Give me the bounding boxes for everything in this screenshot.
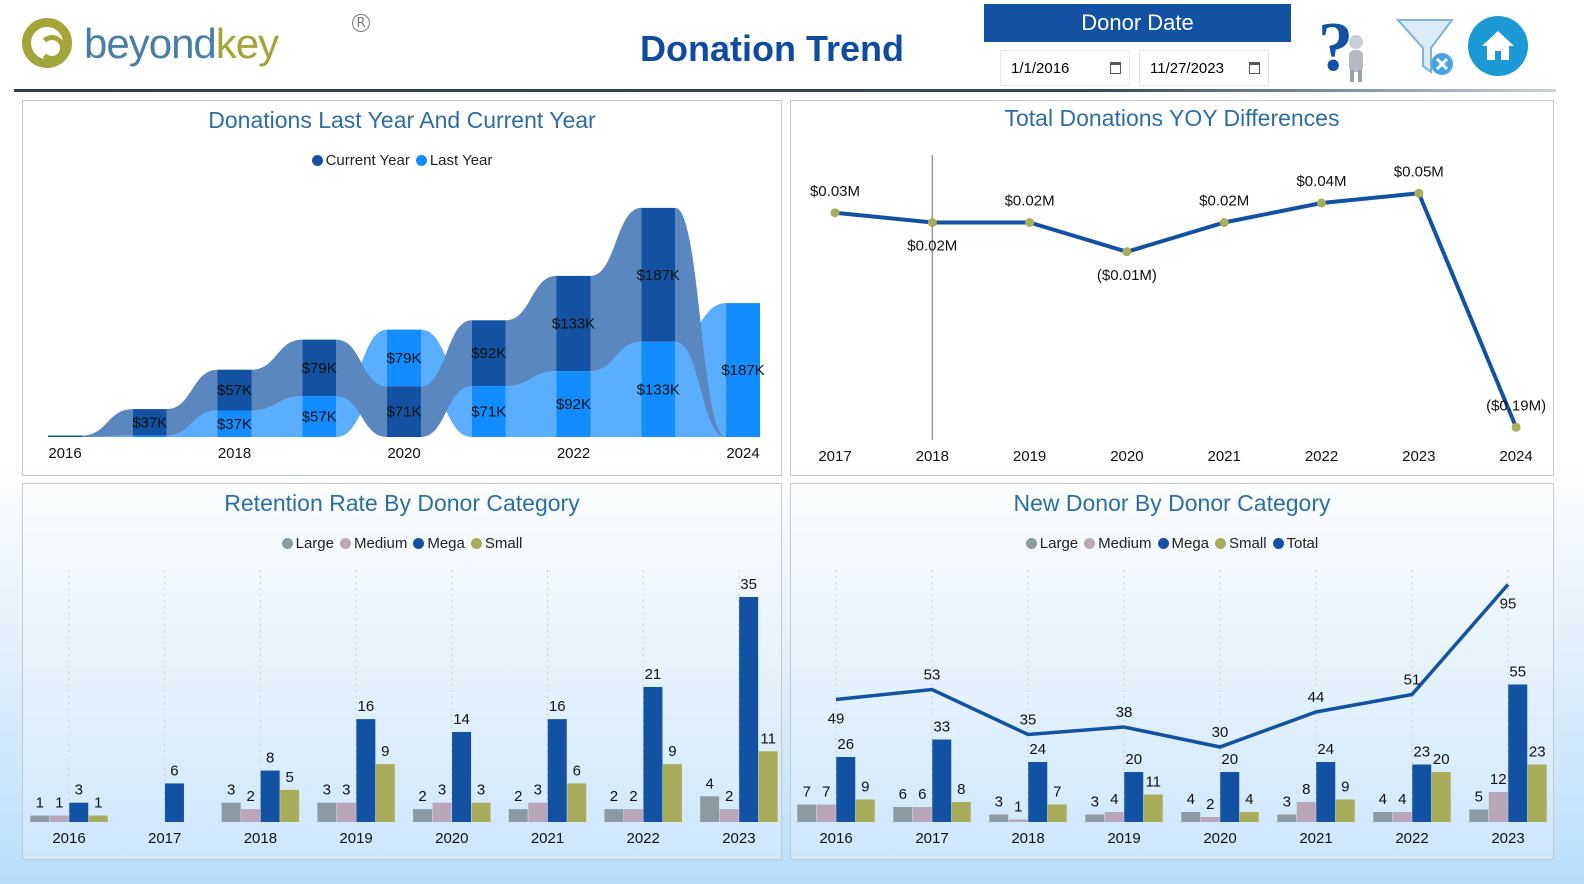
beyondkey-logo: beyondkey R — [18, 12, 378, 78]
donor-date-label: Donor Date — [984, 4, 1291, 42]
new-donor-chart-legend: Large Medium Mega Small Total — [791, 535, 1553, 552]
new-donor-chart-title: New Donor By Donor Category — [1013, 490, 1331, 516]
yoy-chart-title: Total Donations YOY Differences — [1004, 105, 1340, 131]
svg-text:?: ? — [1318, 9, 1353, 84]
ribbon-chart-panel: Donations Last Year And Current Year Cur… — [22, 100, 782, 476]
yoy-chart-panel: Total Donations YOY Differences — [790, 100, 1554, 476]
legend-item-medium[interactable]: Medium — [1084, 535, 1152, 552]
legend-item-small[interactable]: Small — [1215, 535, 1267, 552]
calendar-icon[interactable] — [1110, 62, 1121, 74]
page-title: Donation Trend — [640, 28, 904, 69]
legend-item-current-year[interactable]: Current Year — [311, 152, 410, 169]
home-icon — [1482, 31, 1514, 60]
logo-text-key: key — [215, 20, 279, 67]
legend-item-medium[interactable]: Medium — [339, 535, 407, 552]
logo-mark-icon — [22, 18, 72, 68]
new-donor-chart-panel: New Donor By Donor Category Large Medium M… — [790, 483, 1554, 860]
legend-item-large[interactable]: Large — [1025, 535, 1078, 552]
ribbon-chart-title: Donations Last Year And Current Year — [208, 107, 596, 133]
legend-item-mega[interactable]: Mega — [413, 535, 465, 552]
home-button[interactable] — [1468, 16, 1528, 76]
end-date-value: 11/27/2023 — [1150, 60, 1224, 77]
start-date-value: 1/1/2016 — [1011, 60, 1070, 77]
calendar-icon[interactable] — [1249, 62, 1260, 74]
retention-chart-panel: Retention Rate By Donor Category Large Me… — [22, 483, 782, 860]
retention-chart-legend: Large Medium Mega Small — [23, 535, 781, 552]
legend-item-small[interactable]: Small — [470, 535, 522, 552]
legend-item-total[interactable]: Total — [1272, 535, 1318, 552]
retention-chart-title: Retention Rate By Donor Category — [224, 490, 580, 516]
clear-filter-icon[interactable] — [1395, 16, 1457, 78]
header-divider — [14, 89, 1556, 92]
logo-text-beyond: beyond — [84, 20, 217, 67]
end-date-input[interactable]: 11/27/2023 — [1139, 50, 1269, 86]
ribbon-chart-legend: Current Year Last Year — [23, 152, 781, 169]
legend-item-mega[interactable]: Mega — [1157, 535, 1209, 552]
legend-item-large[interactable]: Large — [281, 535, 334, 552]
registered-mark: R — [352, 14, 370, 32]
help-person-icon[interactable]: ? — [1318, 8, 1372, 86]
legend-item-last-year[interactable]: Last Year — [415, 152, 492, 169]
start-date-input[interactable]: 1/1/2016 — [1000, 50, 1130, 86]
logo-text: beyondkey — [84, 20, 279, 68]
